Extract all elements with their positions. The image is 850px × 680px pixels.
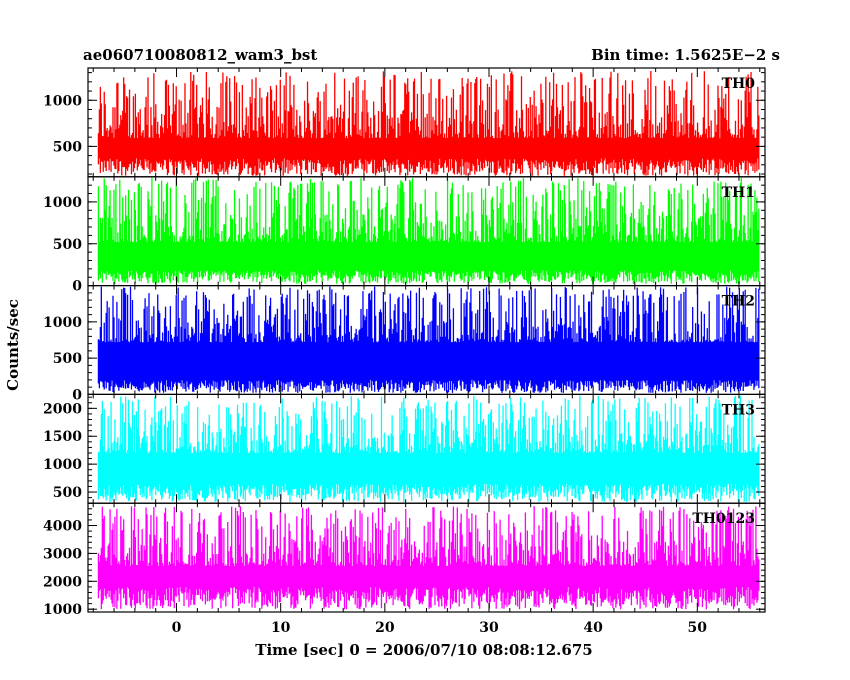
y-tick-label: 3000: [43, 546, 82, 562]
y-tick-label: 0: [72, 279, 82, 295]
x-tick-label: 20: [375, 620, 395, 636]
y-tick-label: 2000: [43, 574, 82, 590]
y-tick-label: 1000: [43, 457, 82, 473]
y-axis-label: Counts/sec: [4, 299, 22, 391]
series-th0123: [97, 506, 760, 610]
panel-th0123: 1000 2000 3000 4000 TH0123: [43, 502, 766, 618]
y-tick-label: 1000: [43, 195, 82, 211]
panel-th3: 500 1000 1500 2000 TH3: [43, 393, 766, 504]
y-tick-label: 2000: [43, 401, 82, 417]
y-tick-label: 4000: [43, 519, 82, 535]
y-tick-label: 0: [72, 387, 82, 403]
panel-th0: 500 1000 TH0: [43, 67, 766, 178]
x-axis-label: Time [sec] 0 = 2006/07/10 08:08:12.675: [255, 641, 592, 659]
panel-th1: 0 500 1000 TH1: [43, 176, 766, 295]
series-th3: [97, 395, 760, 503]
x-tick-label: 0: [172, 620, 182, 636]
x-tick-label: 30: [479, 620, 499, 636]
series-th1: [97, 177, 760, 284]
series-th0: [97, 71, 760, 176]
panel-label: TH2: [722, 294, 755, 310]
panel-th2: 0 500 1000 TH2: [43, 285, 766, 403]
panel-label: TH0123: [692, 511, 755, 527]
y-tick-label: 500: [53, 237, 82, 253]
y-tick-label: 500: [53, 485, 82, 501]
chart-subtitle: Bin time: 1.5625E−2 s: [591, 46, 780, 64]
panel-label: TH1: [722, 185, 755, 201]
y-tick-label: 1000: [43, 93, 82, 109]
x-axis: 0 10 20 30 40 50: [172, 620, 708, 636]
y-tick-label: 500: [53, 351, 82, 367]
panel-label: TH0: [722, 76, 756, 92]
panels-group: 5001000TH005001000TH105001000TH250010001…: [43, 67, 766, 618]
chart-title: ae060710080812_wam3_bst: [83, 46, 317, 64]
panel-label: TH3: [722, 402, 755, 418]
y-tick-label: 500: [53, 139, 82, 155]
y-tick-label: 1000: [43, 602, 82, 618]
y-tick-label: 1000: [43, 315, 82, 331]
x-tick-label: 40: [583, 620, 603, 636]
series-th2: [97, 286, 760, 393]
x-tick-label: 50: [688, 620, 708, 636]
x-tick-label: 10: [271, 620, 291, 636]
y-tick-label: 1500: [43, 429, 82, 445]
